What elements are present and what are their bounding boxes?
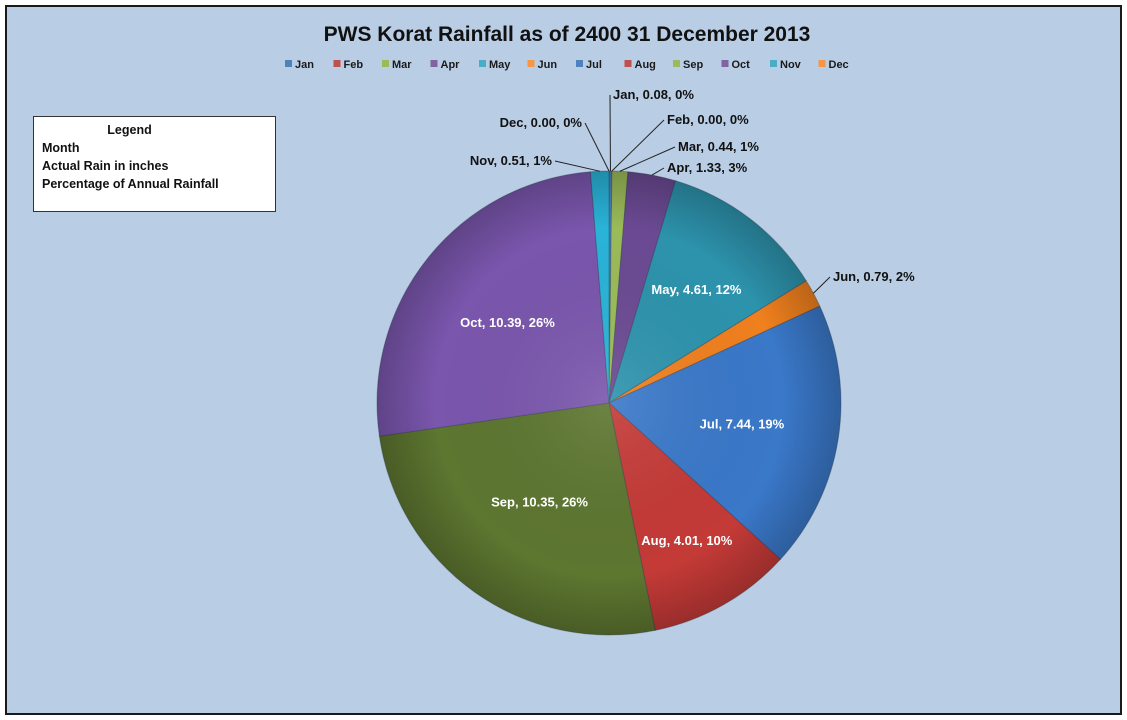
data-label-may: May, 4.61, 12% (651, 282, 742, 297)
data-label-sep: Sep, 10.35, 26% (491, 495, 588, 510)
leader-line-jun (813, 276, 831, 294)
pie-slices (376, 170, 842, 636)
leader-line-mar (619, 146, 676, 172)
data-label-aug: Aug, 4.01, 10% (641, 533, 732, 548)
key-box-line-month: Month (42, 141, 80, 155)
legend-swatch-sep (673, 60, 680, 67)
data-label-apr: Apr, 1.33, 3% (667, 160, 748, 175)
key-box-line-rain: Actual Rain in inches (42, 159, 169, 173)
data-label-jun: Jun, 0.79, 2% (833, 269, 915, 284)
pie-slice-sep (378, 402, 656, 636)
key-box-line-percentage: Percentage of Annual Rainfall (42, 177, 219, 191)
legend-label-feb: Feb (344, 59, 364, 71)
leader-line-nov (554, 160, 600, 172)
legend-swatch-dec (818, 60, 826, 67)
legend-swatch-may (479, 60, 486, 67)
legend-label-jul: Jul (586, 59, 602, 71)
chart-area: PWS Korat Rainfall as of 2400 31 Decembe… (5, 5, 1122, 715)
legend-label-jun: Jun (538, 59, 558, 71)
legend-swatch-apr (430, 60, 438, 67)
leader-line-dec (584, 122, 610, 172)
data-label-nov: Nov, 0.51, 1% (470, 153, 553, 168)
label-key-box: Legend Month Actual Rain in inches Perce… (33, 116, 276, 212)
pie-slice-oct (376, 171, 610, 437)
legend-swatch-mar (382, 60, 389, 67)
legend-label-may: May (489, 59, 511, 71)
data-label-jul: Jul, 7.44, 19% (700, 417, 785, 432)
legend-swatch-jun (527, 60, 535, 67)
data-label-oct: Oct, 10.39, 26% (460, 315, 555, 330)
key-box-title: Legend (107, 123, 152, 137)
legend-swatch-jul (576, 60, 583, 67)
legend-label-dec: Dec (829, 59, 849, 71)
chart-title: PWS Korat Rainfall as of 2400 31 Decembe… (324, 23, 811, 46)
legend-label-oct: Oct (732, 59, 751, 71)
legend-label-mar: Mar (392, 59, 412, 71)
legend-swatch-oct (721, 60, 729, 67)
data-labels: Jan, 0.08, 0% Feb, 0.00, 0% Mar, 0.44, 1% A… (460, 87, 915, 548)
legend-label-sep: Sep (683, 59, 703, 71)
data-label-dec: Dec, 0.00, 0% (500, 115, 583, 130)
leader-line-feb (611, 119, 665, 172)
rainfall-pie-chart: PWS Korat Rainfall as of 2400 31 Decembe… (285, 23, 915, 636)
legend-label-apr: Apr (441, 59, 461, 71)
chart-legend: Jan Feb Mar Apr May Jun Jul Aug Sep Oct Nov Dec (285, 59, 849, 71)
legend-swatch-feb (333, 60, 341, 67)
leader-line-apr (651, 167, 665, 176)
legend-swatch-nov (770, 60, 777, 67)
legend-label-jan: Jan (295, 59, 314, 71)
legend-swatch-aug (624, 60, 632, 67)
legend-swatch-jan (285, 60, 292, 67)
legend-label-nov: Nov (780, 59, 802, 71)
data-label-mar: Mar, 0.44, 1% (678, 139, 759, 154)
data-label-jan: Jan, 0.08, 0% (613, 87, 694, 102)
data-label-feb: Feb, 0.00, 0% (667, 112, 749, 127)
legend-label-aug: Aug (635, 59, 656, 71)
leader-lines (554, 94, 831, 294)
